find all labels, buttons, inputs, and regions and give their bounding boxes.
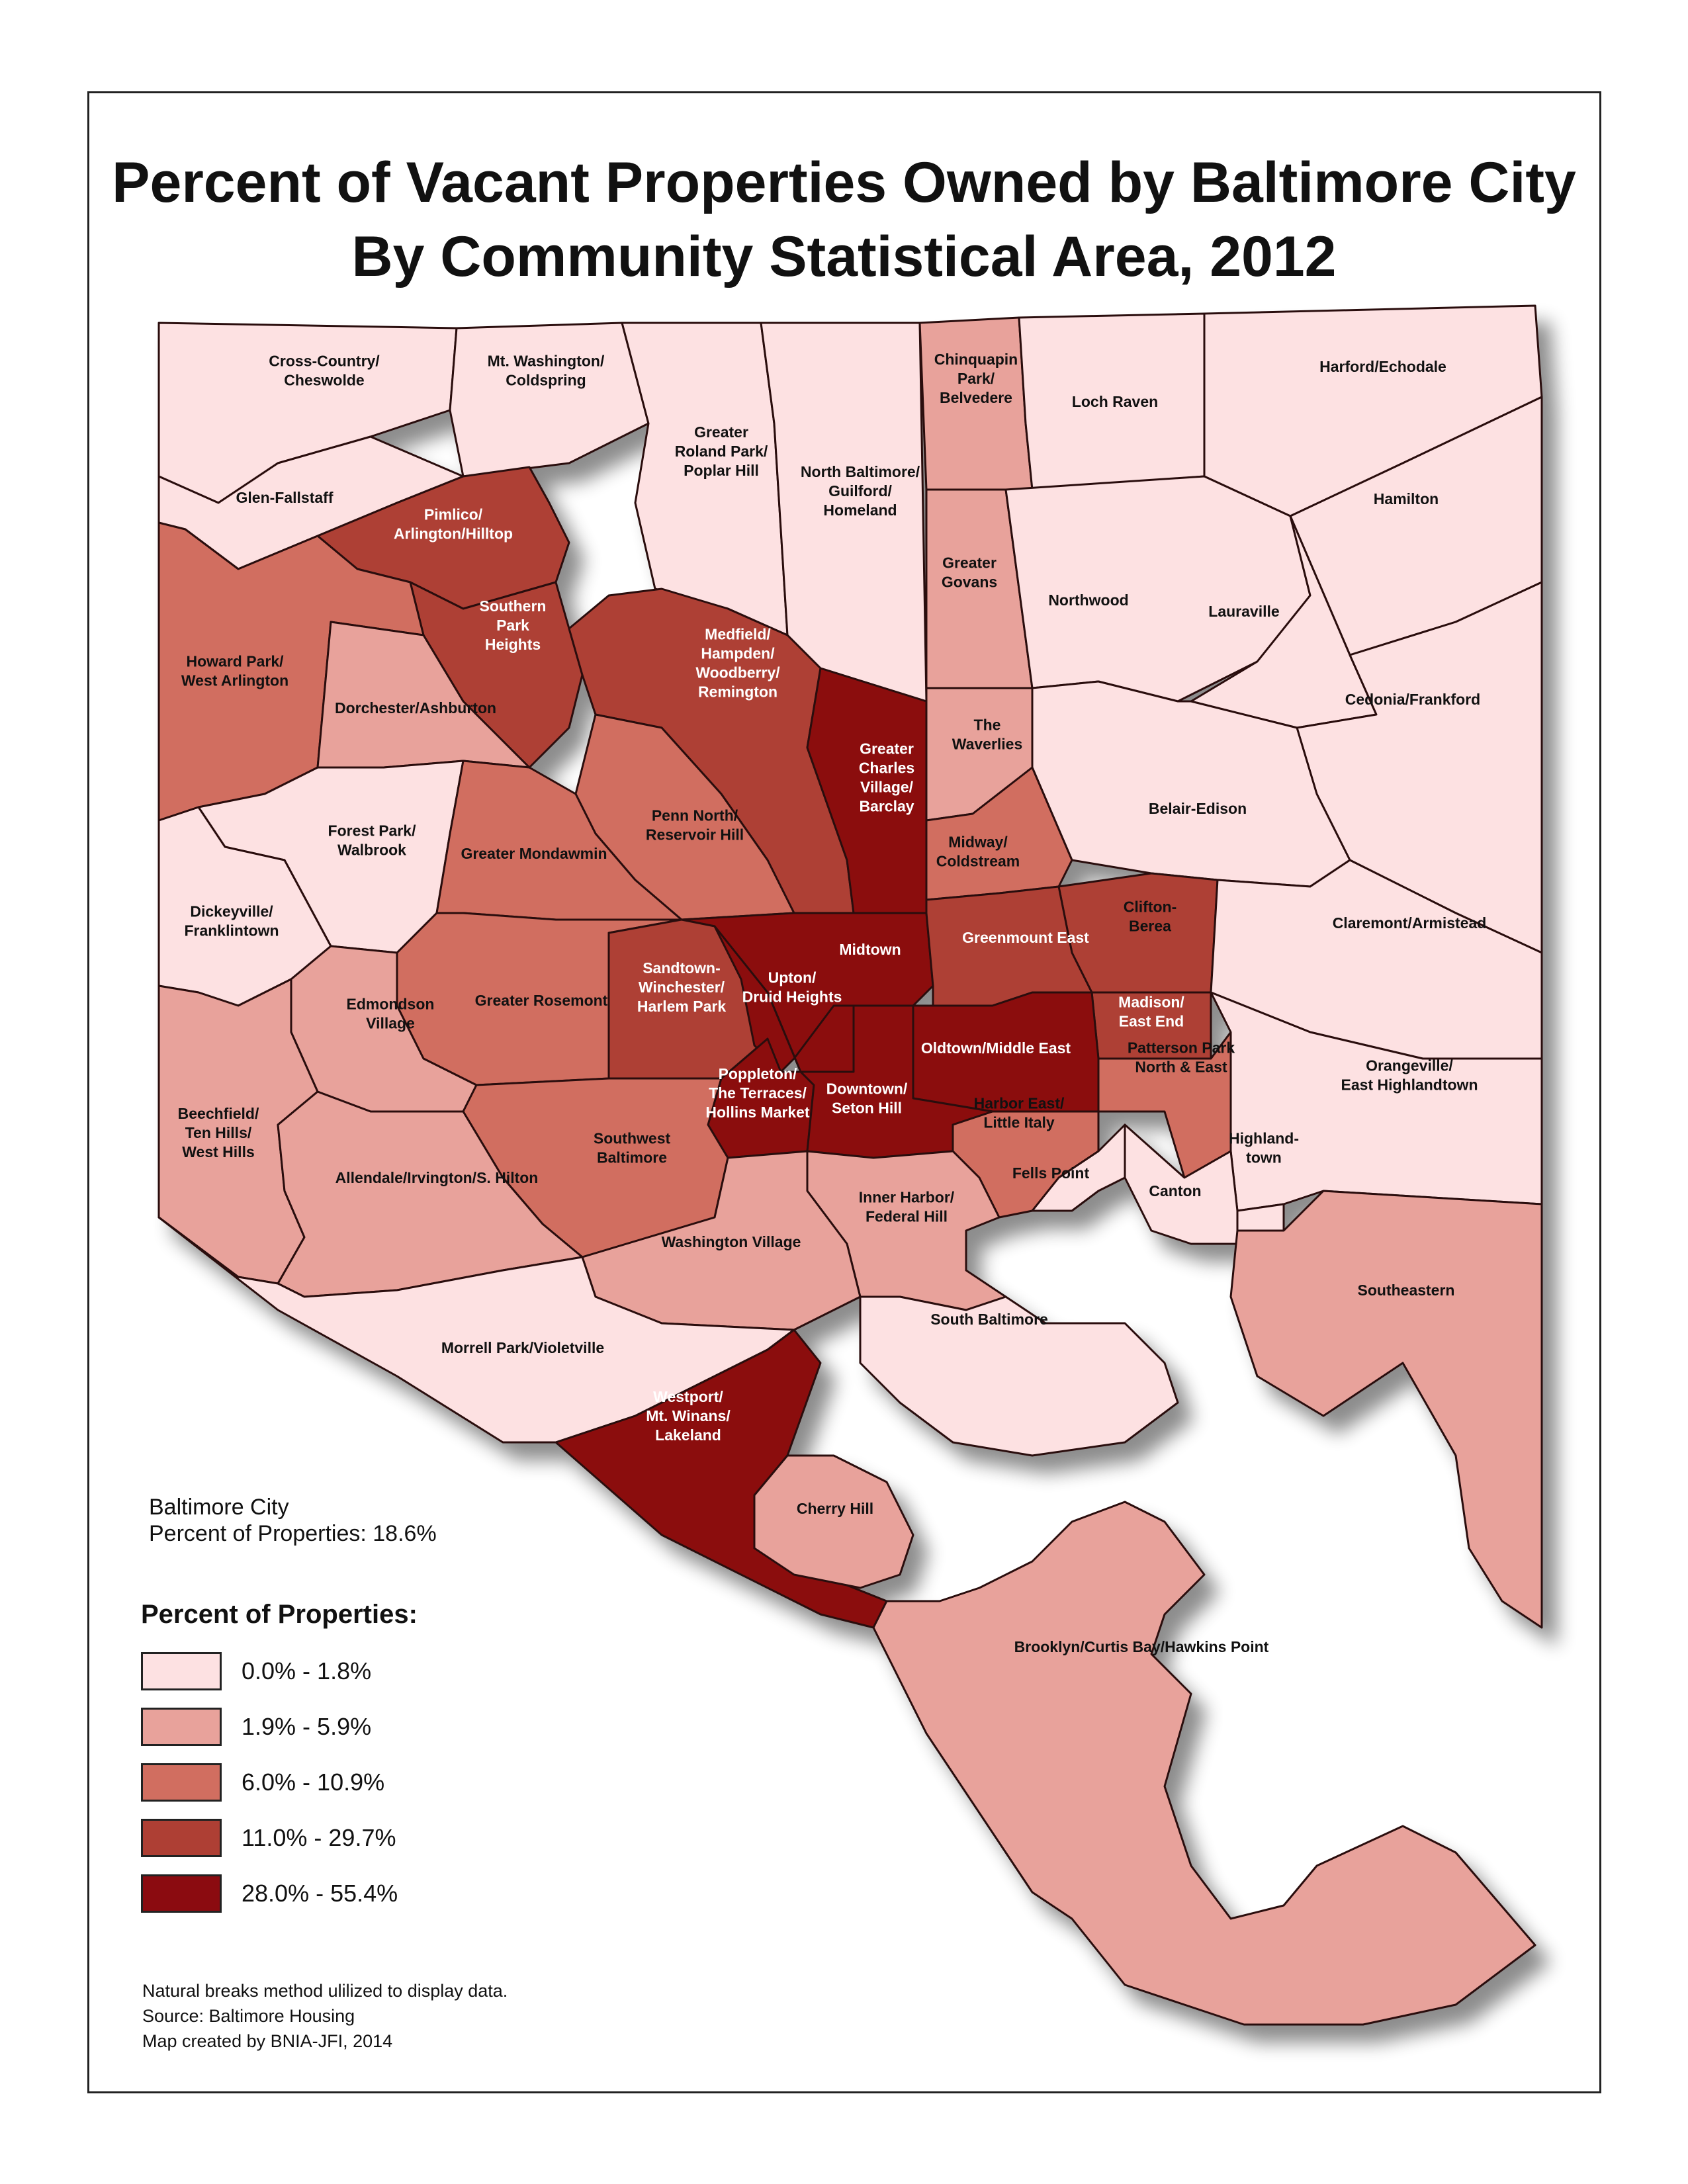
label-dorchester: Dorchester/Ashburton — [335, 699, 496, 717]
label-morrell-park: Morrell Park/Violetville — [441, 1339, 604, 1356]
legend-swatch — [141, 1874, 222, 1913]
label-highlandtown: Highland-town — [1229, 1130, 1299, 1166]
label-the-waverlies: The Waverlies — [952, 717, 1023, 753]
csa-greater-roland-park[interactable] — [621, 322, 789, 636]
label-poppleton: Poppleton/The Terraces/Hollins Market — [705, 1065, 810, 1121]
label-midtown: Midtown — [839, 941, 901, 958]
legend-label: 28.0% - 55.4% — [242, 1880, 398, 1907]
csa-south-baltimore[interactable] — [859, 1295, 1179, 1457]
label-washington-village: Washington Village — [662, 1233, 801, 1250]
label-belair-edison: Belair-Edison — [1149, 800, 1247, 817]
legend-label: 1.9% - 5.9% — [242, 1713, 372, 1740]
label-greenmount-east: Greenmount East — [962, 929, 1089, 946]
label-cherry-hill: Cherry Hill — [797, 1500, 873, 1517]
title-line-2: By Community Statistical Area, 2012 — [351, 225, 1337, 288]
label-downtown: Downtown/Seton Hill — [826, 1080, 908, 1117]
summary-place: Baltimore City — [149, 1495, 289, 1520]
label-forest-park: Forest Park/Walbrook — [328, 822, 417, 859]
legend-label: 0.0% - 1.8% — [242, 1657, 372, 1684]
csa-mt-washington[interactable] — [449, 322, 650, 478]
label-brooklyn: Brooklyn/Curtis Bay/Hawkins Point — [1014, 1638, 1269, 1655]
label-lauraville: Lauraville — [1208, 603, 1279, 620]
csa-southeastern[interactable] — [1229, 1190, 1543, 1629]
legend-swatch — [141, 1652, 222, 1690]
label-mt-washington: Mt. Washington/Coldspring — [488, 353, 605, 389]
label-medfield: Medfield/Hampden/Woodberry/Remington — [695, 626, 780, 701]
legend-label: 11.0% - 29.7% — [242, 1824, 396, 1851]
label-dickeyville: Dickeyville/Franklintown — [184, 903, 279, 939]
label-greater-roland-park: Greater Roland Park/Poplar Hill — [675, 423, 768, 479]
label-chinquapin-park: Chinquapin Park/Belvedere — [934, 351, 1018, 406]
label-cross-country: Cross-Country/Cheswolde — [269, 353, 380, 389]
legend-item: 0.0% - 1.8% — [141, 1651, 371, 1691]
csa-brooklyn[interactable] — [872, 1501, 1536, 2026]
label-greater-charles-village: Greater Charles Village/Barclay — [859, 740, 914, 815]
summary-stat: Percent of Properties: 18.6% — [149, 1521, 437, 1546]
label-claremont: Claremont/Armistead — [1333, 914, 1487, 932]
label-fells-point: Fells Point — [1012, 1164, 1090, 1182]
note-method: Natural breaks method ulilized to displa… — [142, 1981, 508, 2001]
legend-swatch — [141, 1708, 222, 1746]
title-line-1: Percent of Vacant Properties Owned by Ba… — [112, 151, 1576, 214]
city-summary: Baltimore City Percent of Properties: 18… — [149, 1494, 437, 1547]
label-sandtown: Sandtown-Winchester/Harlem Park — [637, 959, 726, 1015]
label-westport: Westport/Mt. Winans/Lakeland — [646, 1388, 731, 1444]
label-orangeville: Orangeville/East Highlandtown — [1341, 1057, 1478, 1094]
label-greater-mondawmin: Greater Mondawmin — [461, 845, 607, 862]
label-howard-park: Howard Park/West Arlington — [181, 653, 289, 689]
label-south-baltimore: South Baltimore — [930, 1311, 1048, 1328]
csa-morrell-park[interactable] — [157, 1216, 795, 1444]
csa-upton[interactable] — [713, 925, 855, 1073]
legend-swatch — [141, 1763, 222, 1802]
label-allendale: Allendale/Irvington/S. Hilton — [335, 1169, 539, 1186]
legend-item: 1.9% - 5.9% — [141, 1707, 371, 1747]
note-credit: Map created by BNIA-JFI, 2014 — [142, 2031, 393, 2051]
label-southeastern: Southeastern — [1358, 1282, 1455, 1299]
legend-item: 28.0% - 55.4% — [141, 1874, 398, 1913]
label-inner-harbor: Inner Harbor/Federal Hill — [859, 1189, 955, 1225]
label-penn-north: Penn North/Reservoir Hill — [646, 807, 744, 844]
label-oldtown: Oldtown/Middle East — [921, 1039, 1071, 1057]
label-greater-rosemont: Greater Rosemont — [475, 992, 608, 1009]
note-source: Source: Baltimore Housing — [142, 2006, 355, 2026]
label-midway: Midway/Coldstream — [936, 834, 1020, 870]
label-patterson-park: Patterson Park North & East — [1128, 1039, 1235, 1076]
label-cedonia: Cedonia/Frankford — [1345, 691, 1480, 708]
label-northwood: Northwood — [1048, 591, 1128, 609]
map-title: Percent of Vacant Properties Owned by Ba… — [0, 146, 1688, 294]
label-southern-park-heights: Southern Park Heights — [480, 597, 547, 653]
label-beechfield: Beechfield/Ten Hills/West Hills — [178, 1105, 259, 1160]
label-north-baltimore: North Baltimore/Guilford/Homeland — [801, 463, 920, 519]
label-glen-fallstaff: Glen-Fallstaff — [236, 489, 333, 506]
map-notes: Natural breaks method ulilized to displa… — [142, 1978, 508, 2054]
label-hamilton: Hamilton — [1374, 490, 1439, 507]
label-upton: Upton/Druid Heights — [742, 969, 842, 1006]
legend-title: Percent of Properties: — [141, 1600, 418, 1629]
csa-cherry-hill[interactable] — [753, 1454, 914, 1589]
legend-swatch — [141, 1819, 222, 1857]
label-harbor-east: Harbor East/Little Italy — [974, 1095, 1065, 1131]
map-frame — [87, 91, 1601, 2093]
legend-label: 6.0% - 10.9% — [242, 1769, 385, 1796]
label-edmondson-village: Edmondson Village — [347, 996, 435, 1032]
legend-item: 6.0% - 10.9% — [141, 1763, 384, 1802]
label-madison-east-end: Madison/East End — [1118, 994, 1184, 1030]
label-pimlico: Pimlico/Arlington/Hilltop — [394, 506, 513, 543]
label-clifton-berea: Clifton-Berea — [1124, 898, 1177, 935]
label-southwest-baltimore: Southwest Baltimore — [594, 1130, 671, 1166]
label-canton: Canton — [1149, 1182, 1201, 1200]
label-harford-echodale: Harford/Echodale — [1319, 358, 1446, 375]
legend-item: 11.0% - 29.7% — [141, 1818, 396, 1858]
label-greater-govans: Greater Govans — [942, 554, 997, 591]
label-loch-raven: Loch Raven — [1072, 393, 1158, 410]
